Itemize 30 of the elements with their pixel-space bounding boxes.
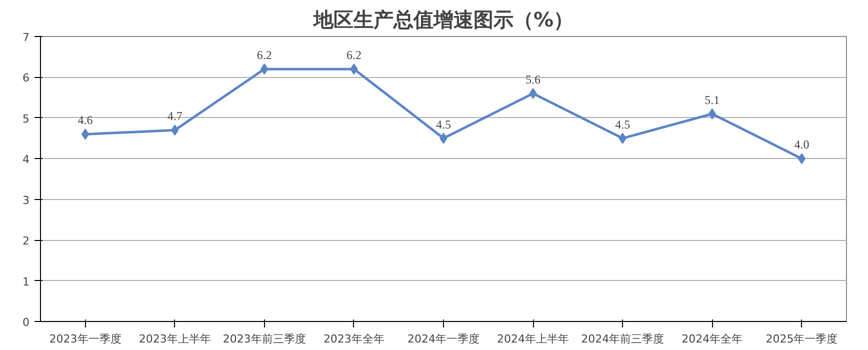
x-tick-label: 2025年一季度 [766,332,838,346]
data-label: 5.1 [704,92,720,107]
point [529,88,537,99]
y-tick-label: 3 [22,194,30,207]
point [798,153,806,164]
y-tick-label: 1 [22,275,30,288]
x-tick-label: 2023年前三季度 [222,332,306,346]
x-tick-label: 2023年一季度 [49,332,122,346]
x-tick-label: 2024年上半年 [497,332,570,346]
point [81,128,90,140]
y-tick-label: 4 [22,153,30,166]
y-tick-label: 6 [22,72,30,85]
chart-title: 地区生产总值增速图示（%） [312,8,574,32]
y-tick-label: 7 [22,31,30,44]
x-tick-label: 2023年上半年 [138,332,211,346]
data-label: 5.6 [526,72,541,86]
x-tick-label: 2024年全年 [682,332,743,346]
data-label: 4.5 [436,117,451,132]
data-label: 4.0 [794,138,810,152]
y-tick-label: 5 [22,112,30,126]
data-label: 6.2 [256,48,272,62]
y-tick-label: 2 [22,234,30,248]
x-tick-label: 2024年一季度 [408,332,480,346]
data-label: 4.6 [78,113,93,128]
data-label: 6.2 [346,48,362,62]
data-label: 4.5 [615,117,630,132]
y-tick-label: 0 [22,316,30,329]
data-label: 4.7 [167,109,182,124]
x-tick-label: 2023年全年 [323,332,384,346]
x-tick-label: 2024年前三季度 [581,332,664,346]
